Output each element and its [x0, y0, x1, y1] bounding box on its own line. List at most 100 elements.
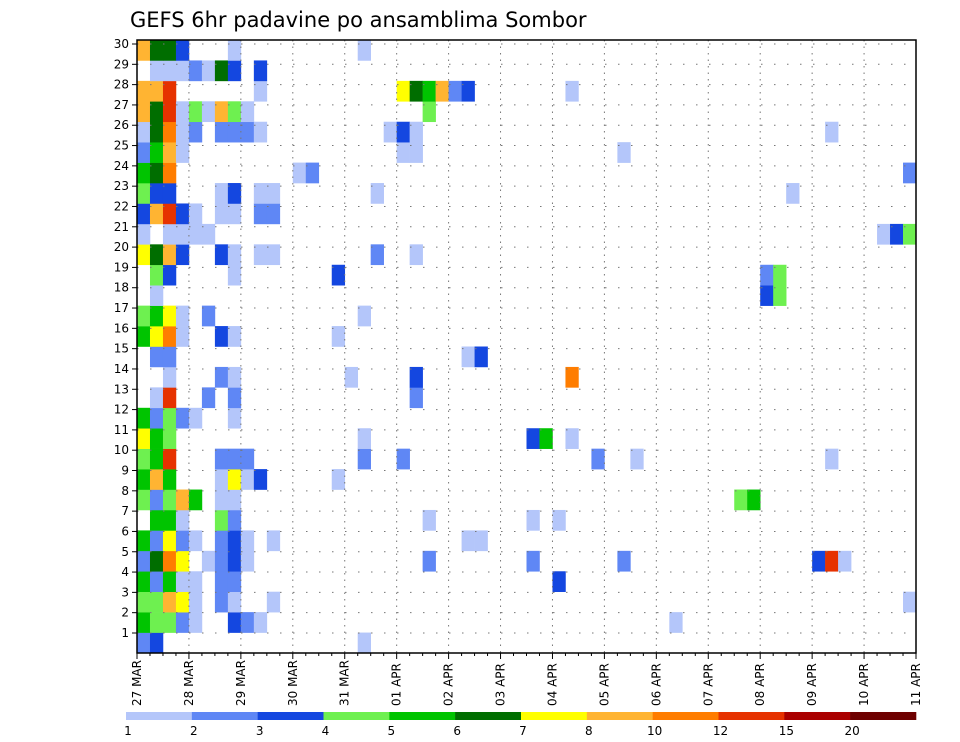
heatmap-cell — [188, 571, 203, 592]
heatmap-cell — [175, 305, 190, 327]
heatmap-cell — [214, 530, 229, 552]
heatmap-cell — [227, 326, 242, 347]
heatmap-cell — [175, 101, 190, 123]
heatmap-cell — [149, 571, 164, 592]
heatmap-cell — [253, 612, 268, 633]
heatmap-cell — [149, 509, 164, 531]
heatmap-cell — [137, 244, 151, 266]
heatmap-cell — [227, 101, 242, 123]
heatmap-cell — [214, 203, 229, 225]
heatmap-cell — [825, 550, 839, 572]
y-tick-label: 4 — [121, 565, 129, 579]
heatmap-cell — [149, 285, 164, 306]
heatmap-cell — [253, 60, 268, 82]
heatmap-cell — [137, 489, 151, 511]
colorbar-label: 2 — [190, 724, 198, 738]
heatmap-cell — [137, 632, 151, 654]
heatmap-cell — [214, 448, 229, 470]
heatmap-cell — [253, 183, 268, 204]
heatmap-cell — [188, 60, 203, 82]
x-tick-label: 07 APR — [701, 663, 715, 706]
y-tick-label: 11 — [114, 423, 129, 437]
heatmap-cell — [825, 448, 839, 470]
heatmap-cell — [409, 142, 423, 163]
heatmap-cell — [214, 326, 229, 347]
heatmap-cell — [266, 183, 281, 204]
x-tick-label: 27 MAR — [130, 660, 144, 706]
heatmap-cell — [149, 264, 164, 286]
heatmap-cell — [188, 489, 203, 511]
heatmap-cell — [162, 366, 177, 388]
heatmap-cell — [227, 612, 242, 633]
heatmap-cell — [149, 387, 164, 409]
heatmap-cell — [227, 509, 242, 531]
heatmap-cell — [214, 591, 229, 613]
heatmap-cell — [227, 244, 242, 266]
heatmap-cell — [201, 101, 216, 123]
heatmap-cell — [227, 121, 242, 143]
heatmap-cell — [214, 183, 229, 204]
heatmap-cell — [370, 183, 384, 204]
heatmap-cell — [396, 142, 410, 163]
heatmap-cell — [903, 162, 917, 184]
heatmap-cell — [305, 162, 320, 184]
heatmap-cell — [137, 183, 151, 204]
chart-title: GEFS 6hr padavine po ansamblima Sombor — [130, 8, 587, 32]
y-tick-label: 29 — [114, 57, 129, 71]
colorbar-swatch — [126, 712, 193, 720]
heatmap-cell — [344, 366, 359, 388]
heatmap-cell — [201, 387, 216, 409]
y-tick-label: 26 — [114, 118, 129, 132]
heatmap-cell — [331, 264, 346, 286]
x-tick-label: 31 MAR — [338, 660, 352, 706]
x-tick-label: 09 APR — [805, 663, 819, 706]
y-tick-label: 14 — [114, 362, 129, 376]
heatmap-cell — [149, 550, 164, 572]
heatmap-cell — [422, 80, 436, 102]
heatmap-cell — [162, 305, 177, 327]
heatmap-cell — [149, 591, 164, 613]
heatmap-cell — [357, 305, 371, 327]
heatmap-cell — [383, 121, 397, 143]
y-tick-label: 20 — [114, 240, 129, 254]
y-tick-label: 27 — [114, 98, 129, 112]
heatmap-cell — [903, 591, 917, 613]
heatmap-cell — [591, 448, 605, 470]
heatmap-cell — [162, 469, 177, 490]
heatmap-cell — [227, 530, 242, 552]
y-tick-label: 13 — [114, 382, 129, 396]
x-tick-label: 05 APR — [597, 663, 611, 706]
heatmap-cell — [357, 632, 371, 654]
heatmap-cell — [162, 591, 177, 613]
heatmap-cell — [890, 223, 904, 245]
heatmap-cell — [474, 530, 488, 552]
heatmap-cell — [227, 40, 242, 61]
heatmap-cell — [825, 121, 839, 143]
heatmap-cell — [175, 223, 190, 245]
heatmap-cell — [175, 60, 190, 82]
heatmap-cell — [137, 571, 151, 592]
heatmap-cell — [409, 121, 423, 143]
heatmap-cell — [162, 509, 177, 531]
heatmap-cell — [162, 448, 177, 470]
y-tick-label: 3 — [121, 585, 129, 599]
heatmap-cell — [137, 612, 151, 633]
heatmap-cell — [175, 612, 190, 633]
heatmap-cell — [162, 40, 177, 61]
heatmap-cell — [227, 591, 242, 613]
heatmap-cell — [214, 489, 229, 511]
y-tick-label: 17 — [114, 301, 129, 315]
heatmap-cell — [149, 448, 164, 470]
heatmap-cell — [240, 448, 255, 470]
y-tick-label: 16 — [114, 321, 129, 335]
heatmap-cell — [137, 80, 151, 102]
y-tick-label: 15 — [114, 342, 129, 356]
heatmap-cell — [137, 40, 151, 61]
heatmap-cell — [396, 121, 410, 143]
heatmap-cell — [734, 489, 748, 511]
heatmap-cell — [162, 407, 177, 429]
heatmap-cell — [175, 244, 190, 266]
y-tick-label: 2 — [121, 606, 129, 620]
heatmap-cell — [149, 183, 164, 204]
heatmap-cell — [137, 223, 151, 245]
